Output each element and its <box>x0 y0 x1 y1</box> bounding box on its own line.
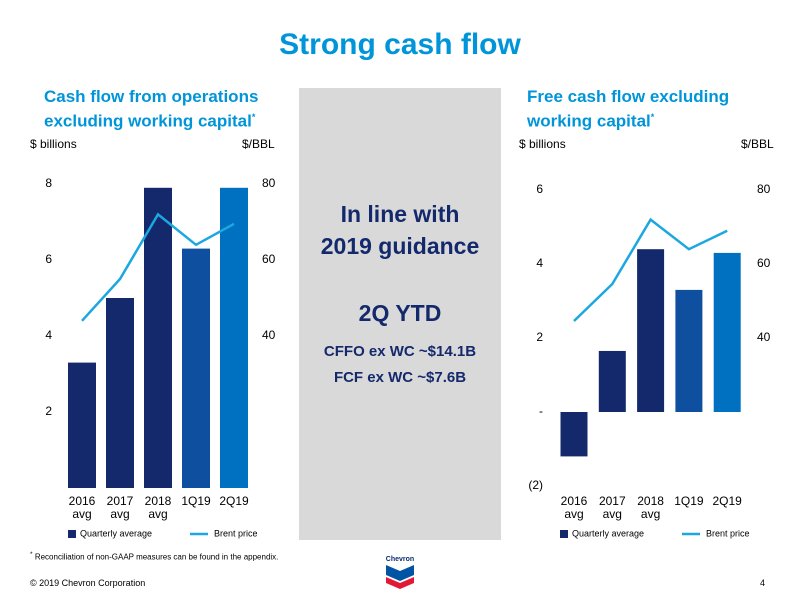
bar <box>560 412 588 457</box>
logo <box>386 565 414 589</box>
legend-swatch <box>560 530 568 538</box>
logo-text: Chevron <box>385 556 415 563</box>
y-tick-label: (2) <box>528 478 543 492</box>
footnote: * Reconciliation of non-GAAP measures ca… <box>30 551 278 562</box>
y2-tick-label: 40 <box>757 330 771 344</box>
x-tick-label: 2018 avg <box>637 494 664 521</box>
x-tick-label: 2Q19 <box>712 494 742 508</box>
subtitle-text: Cash flow from operations excluding work… <box>44 87 259 131</box>
y-tick-label: 4 <box>536 256 543 270</box>
copyright: © 2019 Chevron Corporation <box>30 578 146 588</box>
bar <box>68 362 96 488</box>
x-tick-label: 2017 avg <box>598 494 626 521</box>
x-tick-label: 2017 avg <box>106 494 134 521</box>
y2-tick-label: 80 <box>262 176 276 190</box>
slide-title: Strong cash flow <box>279 28 521 61</box>
legend-swatch <box>68 530 76 538</box>
x-tick-label: 2Q19 <box>219 494 249 508</box>
y2-tick-label: 40 <box>262 328 276 342</box>
callout-line: FCF ex WC ~$7.6B <box>333 369 467 386</box>
footnote-text: Reconciliation of non-GAAP measures can … <box>34 552 279 562</box>
y2-axis-label: $/BBL <box>242 137 275 151</box>
bar <box>182 248 210 488</box>
chart-subtitle: Cash flow from operations excluding work… <box>44 86 282 132</box>
y2-tick-label: 80 <box>757 182 771 196</box>
y-tick-label: 2 <box>536 330 543 344</box>
y-tick-label: 6 <box>536 182 543 196</box>
page-number: 4 <box>760 578 766 588</box>
y-tick-label: - <box>539 404 543 418</box>
legend-label: Quarterly average <box>572 528 644 538</box>
y-tick-label: 6 <box>45 252 52 266</box>
y-axis-label: $ billions <box>519 137 566 151</box>
subtitle-text: Free cash flow excluding working capital <box>527 87 730 131</box>
note-mark: * <box>251 112 256 122</box>
y-tick-label: 4 <box>45 328 52 342</box>
bar <box>220 187 248 489</box>
callout-box: In line with 2019 guidance 2Q YTD CFFO e… <box>299 88 501 540</box>
x-tick-label: 2018 avg <box>144 494 172 521</box>
note-mark: * <box>650 112 655 122</box>
y2-tick-label: 60 <box>757 256 771 270</box>
y-axis-label: $ billions <box>30 137 77 151</box>
bar <box>637 249 665 412</box>
x-tick-label: 1Q19 <box>181 494 211 508</box>
callout-headline: In line with 2019 guidance <box>320 201 480 259</box>
note-mark: * <box>30 551 33 558</box>
y-tick-label: 8 <box>45 176 52 190</box>
x-tick-label: 1Q19 <box>674 494 704 508</box>
line <box>573 217 728 322</box>
bar <box>144 187 172 489</box>
legend-label: Brent price <box>706 528 750 538</box>
x-tick-label: 2016 avg <box>68 494 96 521</box>
bar <box>713 252 741 412</box>
legend-label: Brent price <box>214 528 258 538</box>
y2-tick-label: 60 <box>262 252 276 266</box>
y2-axis-label: $/BBL <box>741 137 774 151</box>
bar <box>598 350 626 412</box>
line <box>81 212 235 322</box>
chart-subtitle: Free cash flow excluding working capital… <box>527 86 749 132</box>
bar <box>675 289 703 412</box>
x-tick-label: 2016 avg <box>560 494 588 521</box>
bar <box>106 298 134 488</box>
y-tick-label: 2 <box>45 404 52 418</box>
legend-label: Quarterly average <box>80 528 152 538</box>
callout-line: CFFO ex WC ~$14.1B <box>323 343 477 360</box>
callout-subhead: 2Q YTD <box>358 300 442 326</box>
